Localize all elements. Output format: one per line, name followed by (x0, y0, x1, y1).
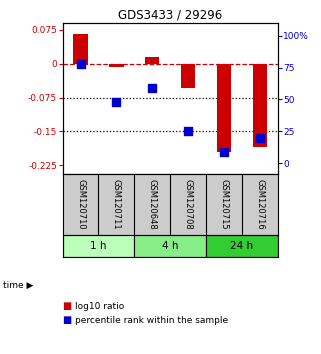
Bar (206, 235, 278, 257)
Point (78, 61, 83, 67)
Text: GSM120710: GSM120710 (76, 179, 85, 230)
Text: 24 h: 24 h (230, 241, 253, 251)
Text: GSM120708: GSM120708 (184, 179, 193, 230)
Text: time ▶: time ▶ (3, 280, 34, 290)
Point (257, 135, 262, 141)
Text: GSM120716: GSM120716 (255, 179, 264, 230)
Text: percentile rank within the sample: percentile rank within the sample (75, 316, 229, 325)
Bar (217, 64, 231, 152)
Title: GDS3433 / 29296: GDS3433 / 29296 (118, 9, 222, 22)
Text: GSM120648: GSM120648 (148, 179, 157, 230)
Text: 1 h: 1 h (90, 241, 107, 251)
Bar (253, 64, 267, 147)
Bar (109, 64, 124, 67)
Bar (145, 57, 159, 64)
Bar (73, 34, 88, 64)
Point (186, 129, 191, 134)
Bar (181, 64, 195, 88)
Text: log10 ratio: log10 ratio (75, 302, 125, 311)
Text: GSM120711: GSM120711 (112, 179, 121, 230)
Point (114, 99, 119, 104)
Text: ■: ■ (63, 301, 72, 311)
Bar (134, 235, 206, 257)
Text: GSM120715: GSM120715 (219, 179, 229, 230)
Text: 4 h: 4 h (162, 241, 178, 251)
Bar (63, 235, 134, 257)
Point (221, 149, 226, 155)
Text: ■: ■ (63, 315, 72, 325)
Point (150, 85, 155, 91)
